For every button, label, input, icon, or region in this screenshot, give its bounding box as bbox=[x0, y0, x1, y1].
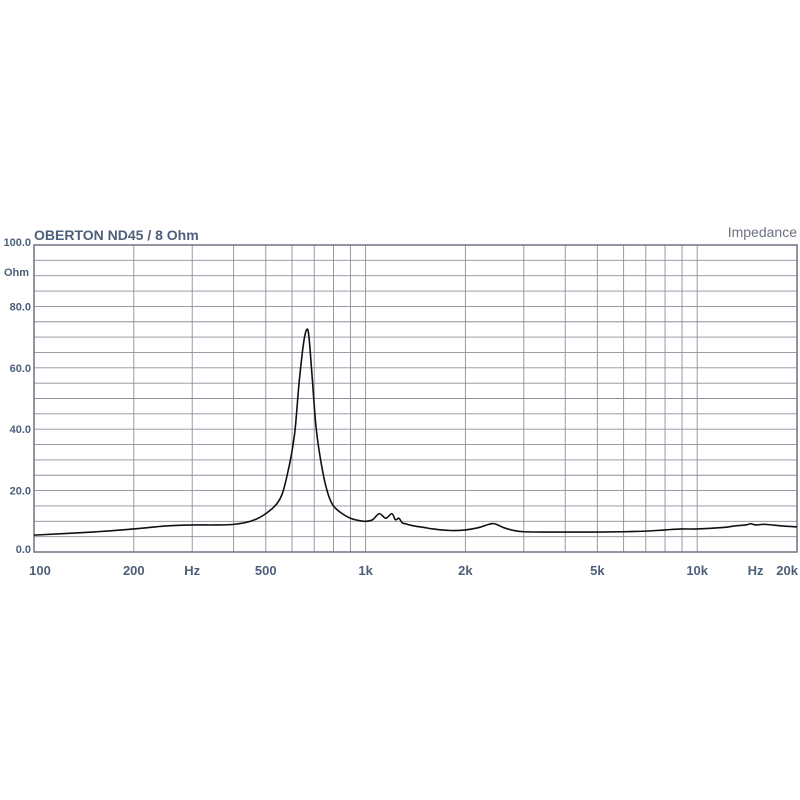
x-tick-label: Hz bbox=[748, 563, 764, 578]
y-tick-label: 60.0 bbox=[10, 363, 31, 375]
horizontal-gridlines bbox=[34, 259, 797, 538]
x-tick-label: 5k bbox=[590, 563, 605, 578]
y-tick-label: 40.0 bbox=[10, 424, 31, 436]
x-tick-label: 20k bbox=[776, 563, 798, 578]
x-tick-labels: 100 200 Hz 500 1k 2k 5k 10k Hz 20k bbox=[29, 563, 799, 578]
y-unit-label: Ohm bbox=[4, 267, 29, 279]
chart-subtitle: Impedance bbox=[728, 224, 797, 240]
y-tick-label: 0.0 bbox=[16, 544, 31, 556]
x-tick-label: 1k bbox=[358, 563, 373, 578]
chart-title: OBERTON ND45 / 8 Ohm bbox=[34, 227, 199, 243]
x-tick-label: 100 bbox=[29, 563, 51, 578]
x-tick-label: Hz bbox=[184, 563, 200, 578]
x-tick-label: 10k bbox=[686, 563, 708, 578]
y-tick-label: 20.0 bbox=[10, 486, 31, 498]
impedance-curve bbox=[33, 328, 798, 536]
y-tick-labels: 100.0 80.0 60.0 40.0 20.0 0.0 bbox=[3, 237, 31, 556]
plot-frame bbox=[33, 244, 798, 553]
x-tick-label: 200 bbox=[123, 563, 145, 578]
y-tick-label: 80.0 bbox=[10, 301, 31, 313]
y-tick-label: 100.0 bbox=[3, 237, 31, 249]
x-tick-label: 2k bbox=[458, 563, 473, 578]
x-tick-label: 500 bbox=[255, 563, 277, 578]
